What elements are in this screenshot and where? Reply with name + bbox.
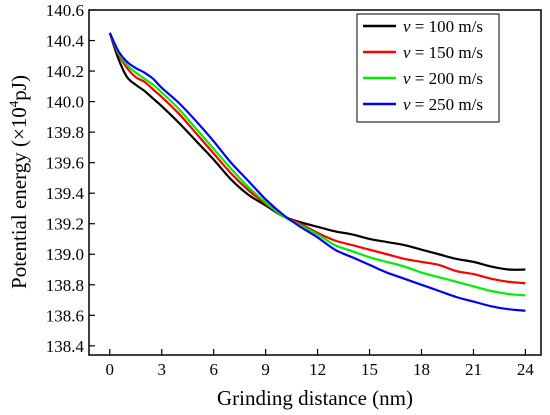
series-line-4 — [108, 32, 526, 312]
y-tick-label: 139.8 — [46, 123, 84, 142]
y-tick-label: 140.2 — [46, 62, 84, 81]
x-axis: 0 3 6 9 12 15 18 21 24 — [106, 349, 535, 379]
y-tick-label: 140.6 — [46, 1, 84, 20]
y-tick-label: 139.0 — [46, 245, 84, 264]
y-tick-label: 138.6 — [46, 306, 84, 325]
x-tick-label: 3 — [157, 360, 166, 379]
legend-label: v = 150 m/s — [403, 43, 483, 62]
y-tick-label: 139.4 — [46, 184, 85, 203]
y-axis-title: Potential energy (×104pJ) — [6, 75, 31, 289]
x-tick-label: 24 — [517, 360, 535, 379]
y-tick-label: 138.8 — [46, 276, 84, 295]
plot-frame — [88, 9, 542, 356]
x-tick-label: 6 — [209, 360, 218, 379]
x-tick-label: 9 — [261, 360, 270, 379]
series-lines — [108, 32, 526, 312]
legend-label: v = 100 m/s — [403, 17, 483, 36]
x-tick-label: 0 — [106, 360, 115, 379]
legend-label: v = 250 m/s — [403, 95, 483, 114]
x-tick-label: 15 — [361, 360, 378, 379]
x-tick-label: 21 — [465, 360, 482, 379]
y-tick-label: 138.4 — [46, 337, 85, 356]
y-tick-label: 140.4 — [46, 32, 85, 51]
y-tick-label: 139.6 — [46, 154, 84, 173]
x-tick-label: 18 — [413, 360, 430, 379]
x-axis-title: Grinding distance (nm) — [217, 386, 413, 410]
y-tick-label: 139.2 — [46, 215, 84, 234]
legend: v = 100 m/s v = 150 m/s v = 200 m/s v = 250… — [356, 13, 500, 123]
y-tick-label: 140.0 — [46, 93, 84, 112]
x-tick-label: 12 — [309, 360, 326, 379]
y-axis: 138.4 138.6 138.8 139.0 139.2 139.4 139.6 139.8… — [46, 1, 95, 356]
legend-label: v = 200 m/s — [403, 69, 483, 88]
